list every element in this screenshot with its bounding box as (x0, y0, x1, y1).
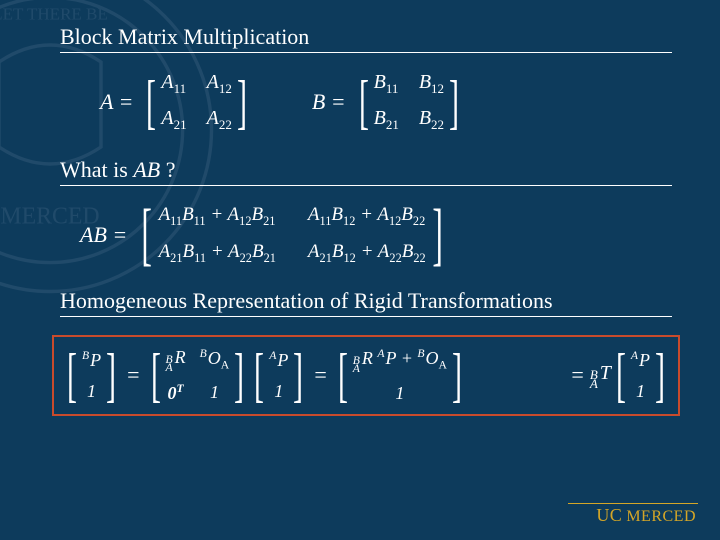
cell-1: 1 (200, 382, 230, 404)
matrix-ab-lhs: AB = (80, 222, 127, 248)
vec-1: 1 (631, 381, 650, 402)
right-bracket-icon: ] (106, 353, 116, 398)
cell-zero-t: 0T (166, 382, 186, 404)
vec-1: 1 (82, 381, 101, 402)
right-bracket-icon: ] (449, 80, 459, 125)
right-bracket-icon: ] (237, 80, 247, 125)
vec-bp: BP (82, 349, 101, 371)
vec-1: 1 (269, 381, 288, 402)
matrix-a-equation: A = [ A11 A12 A21 A22 ] (100, 71, 252, 133)
question-suffix: ? (160, 157, 175, 182)
heading-block-matrix: Block Matrix Multiplication (60, 24, 672, 53)
right-bracket-icon: ] (655, 353, 665, 398)
matrix-b-lhs: B = (312, 89, 346, 115)
question-var: AB (133, 157, 160, 182)
heading-homogeneous: Homogeneous Representation of Rigid Tran… (60, 288, 672, 317)
matrix-b-equation: B = [ B11 B12 B21 B22 ] (312, 71, 464, 133)
slide-content: Block Matrix Multiplication A = [ A11 A1… (0, 0, 720, 416)
logo-divider (568, 503, 698, 504)
logo-name: MERCED (626, 508, 696, 526)
equals-icon: = (314, 362, 326, 388)
equals-icon: = (571, 362, 583, 388)
cell-b21: B21 (374, 107, 399, 133)
right-bracket-icon: ] (452, 353, 462, 398)
logo-uc: UC (596, 505, 622, 526)
equals-icon: = (127, 362, 139, 388)
cell-a22: A22 (207, 107, 232, 133)
cell-ab-22: A21B12 + A22B22 (308, 241, 426, 266)
cell-a21: A21 (161, 107, 186, 133)
matrix-a-lhs: A = (100, 89, 133, 115)
rigid-transform-equation: [ BP 1 ] = [ BAR BOA 0T 1 ] [ (52, 335, 680, 416)
left-bracket-icon: [ (254, 353, 264, 398)
left-bracket-icon: [ (359, 80, 369, 125)
matrix-definitions-row: A = [ A11 A12 A21 A22 ] B = [ B11 B12 B2… (100, 71, 672, 133)
left-bracket-icon: [ (616, 353, 626, 398)
question-prefix: What is (60, 157, 133, 182)
cell-b11: B11 (374, 71, 399, 97)
cell-ab-11: A11B11 + A12B21 (159, 204, 276, 229)
left-bracket-icon: [ (338, 353, 348, 398)
left-bracket-icon: [ (151, 353, 161, 398)
cell-boa: BOA (200, 347, 230, 372)
cell-b12: B12 (419, 71, 444, 97)
cell-ab-12: A11B12 + A12B22 (308, 204, 426, 229)
right-bracket-icon: ] (432, 209, 442, 262)
cell-ab-21: A21B11 + A22B21 (159, 241, 276, 266)
right-bracket-icon: ] (293, 353, 303, 398)
matrix-ab-equation: AB = [ A11B11 + A12B21 A11B12 + A12B22 A… (80, 204, 672, 266)
vec-ap-2: AP (631, 349, 650, 371)
cell-a11: A11 (161, 71, 186, 97)
uc-merced-logo: UCMERCED (596, 505, 696, 526)
vec-1: 1 (353, 383, 447, 404)
vec-barap-boa: BAR AP + BOA (353, 347, 447, 373)
cell-bar: BAR (166, 347, 186, 372)
bat-label: BAT (590, 362, 611, 388)
vec-ap: AP (269, 349, 288, 371)
question-what-is-ab: What is AB ? (60, 157, 672, 186)
left-bracket-icon: [ (142, 209, 152, 262)
left-bracket-icon: [ (67, 353, 77, 398)
right-bracket-icon: ] (234, 353, 244, 398)
left-bracket-icon: [ (146, 80, 156, 125)
cell-a12: A12 (207, 71, 232, 97)
cell-b22: B22 (419, 107, 444, 133)
